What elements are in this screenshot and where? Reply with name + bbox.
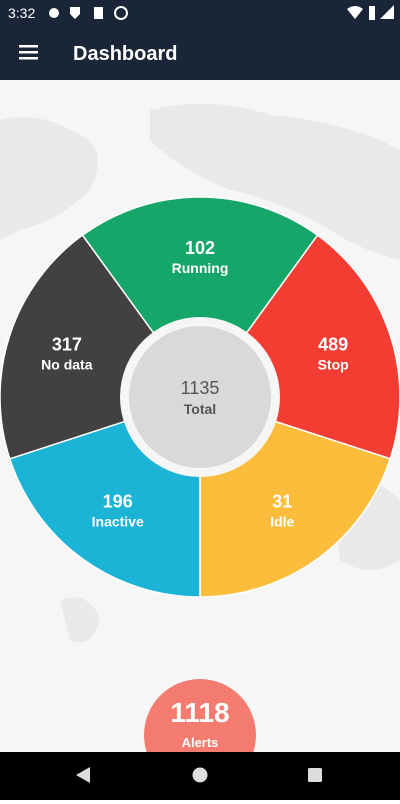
segment-value: 31 (272, 491, 292, 511)
app-header (0, 0, 400, 80)
segment-label: Idle (270, 513, 294, 529)
total-label: Total (184, 401, 216, 417)
segment-value: 102 (185, 238, 215, 258)
segment-value: 196 (103, 491, 133, 511)
nav-recents[interactable] (308, 768, 322, 782)
alerts-value: 1118 (170, 697, 229, 728)
total-value: 1135 (181, 378, 220, 398)
segment-label: Stop (318, 357, 349, 373)
donut-segment[interactable] (81, 196, 319, 399)
app-title: Dashboard (73, 43, 177, 65)
segment-value: 489 (318, 335, 348, 355)
segment-value: 317 (52, 335, 82, 355)
nav-back[interactable] (76, 767, 90, 783)
segment-label: Inactive (92, 513, 144, 529)
status-time: 3:32 (8, 5, 35, 21)
segment-label: No data (41, 357, 93, 373)
menu-button[interactable] (19, 45, 38, 60)
segment-label: Running (172, 260, 229, 276)
alerts-label: Alerts (182, 735, 219, 750)
nav-home[interactable] (192, 767, 208, 783)
total-circle[interactable] (129, 326, 271, 468)
status-icons (49, 5, 394, 20)
